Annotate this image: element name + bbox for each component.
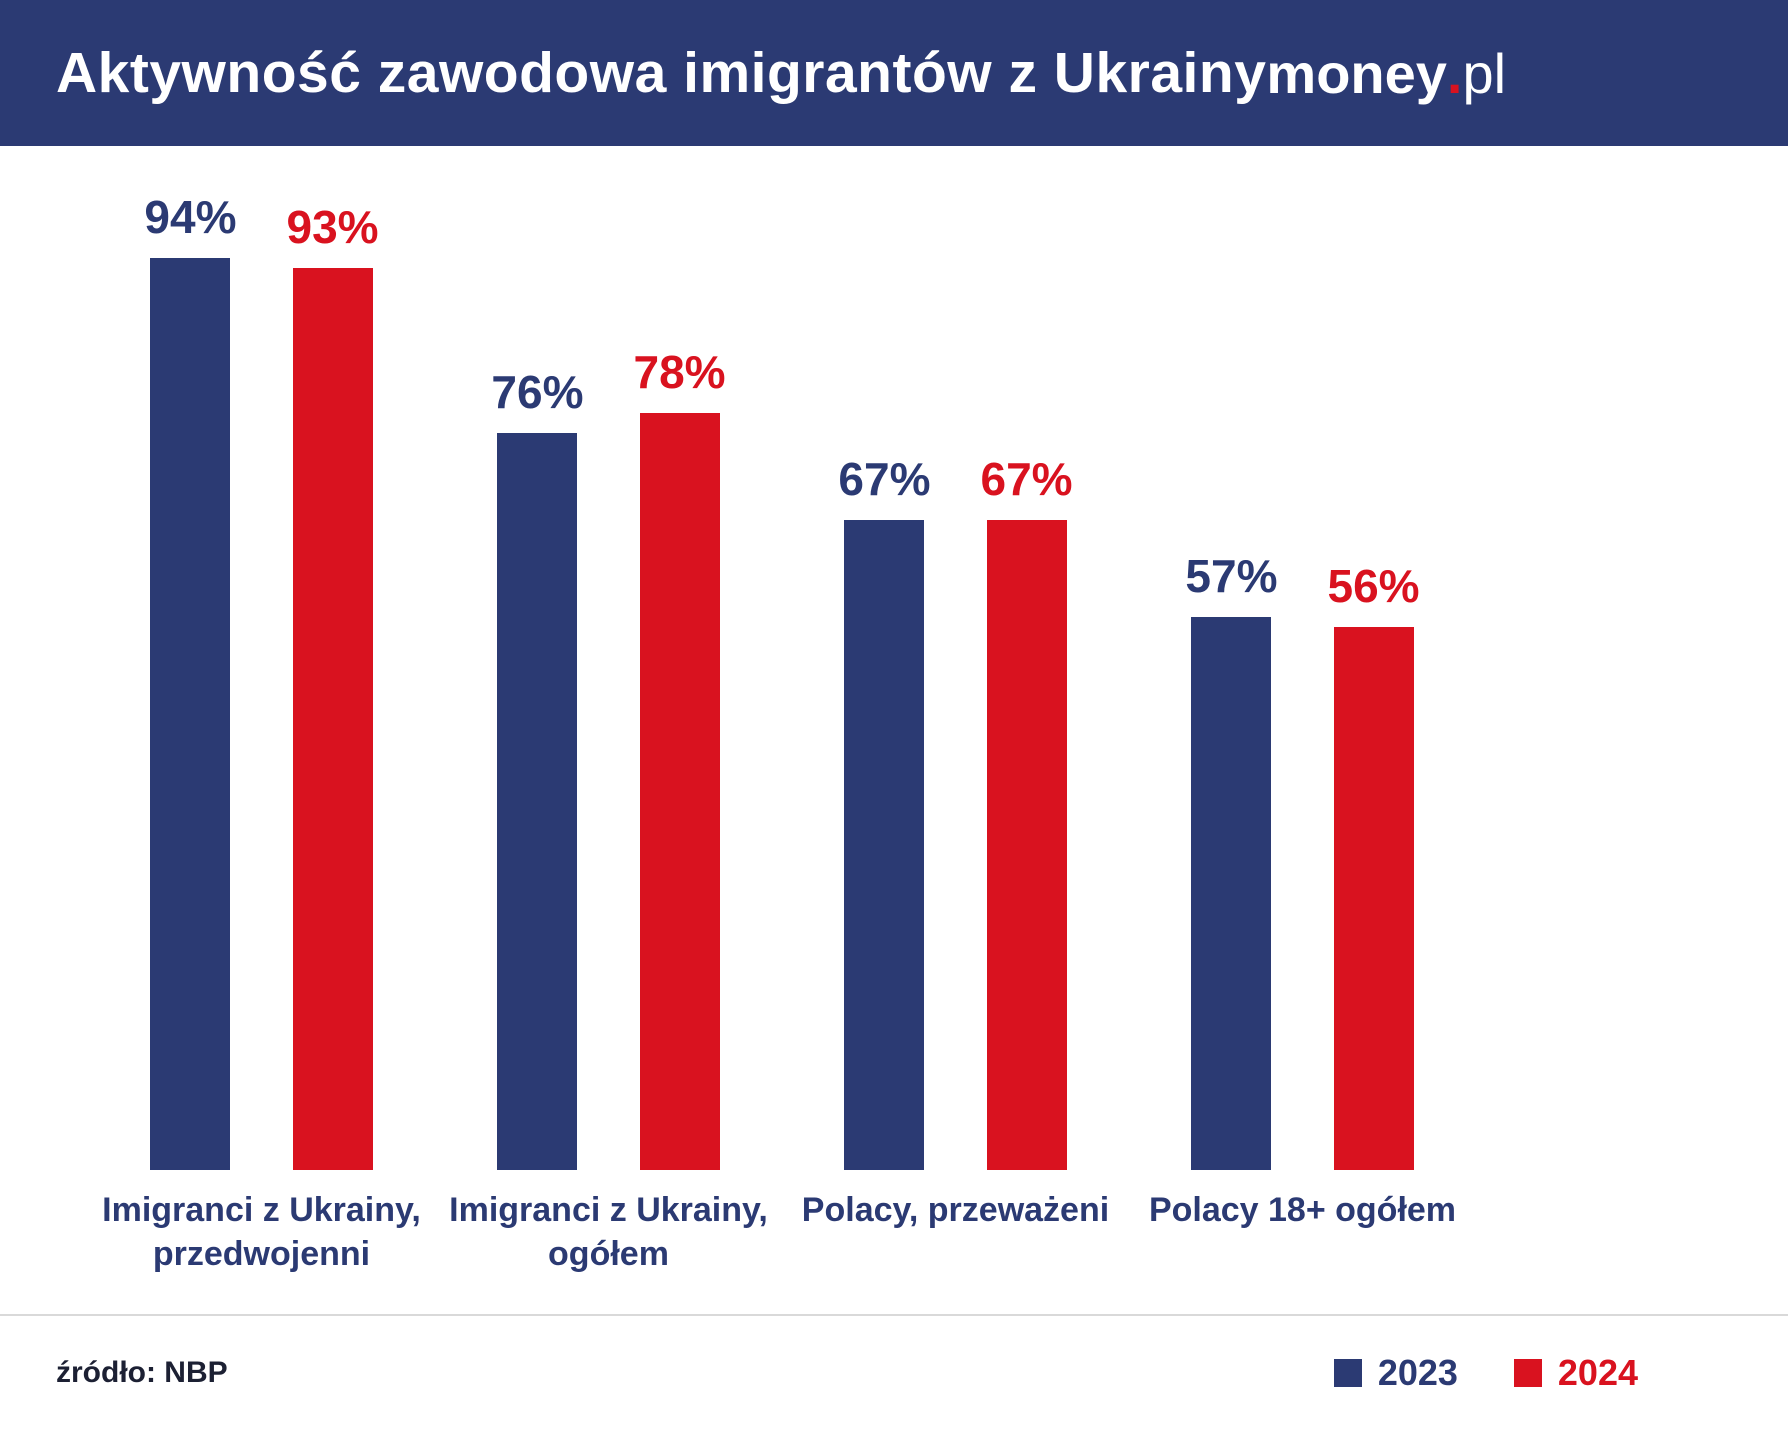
legend-swatch <box>1513 1359 1542 1387</box>
bar-pair: 67% 67% <box>838 146 1073 1170</box>
category-label: Polacy, przeważeni <box>801 1191 1110 1229</box>
bar-2023 <box>844 520 925 1170</box>
bar-value-label: 67% <box>980 453 1073 506</box>
bar-column: 67% <box>981 452 1073 1170</box>
legend-item-2023: 2023 <box>1333 1352 1458 1394</box>
bar-column: 76% <box>491 365 584 1170</box>
page-title: Aktywność zawodowa imigrantów z Ukrainy <box>56 41 1267 105</box>
category-label: Imigranci z Ukrainy, przedwojenni <box>102 1191 421 1274</box>
footer-bar: źródło: NBP 2023 2024 <box>0 1314 1788 1440</box>
bar-group: 76% 78% Imigranci z Ukrainy, ogółem <box>435 146 782 1280</box>
bar-value-label: 78% <box>633 346 726 399</box>
bar-2024 <box>986 520 1067 1170</box>
bar-2023 <box>150 258 231 1170</box>
bar-column: 78% <box>634 345 726 1170</box>
bar-2023 <box>497 432 578 1170</box>
bar-value-label: 56% <box>1327 559 1420 612</box>
bar-pair: 57% 56% <box>1185 146 1420 1170</box>
bar-group: 94% 93% Imigranci z Ukrainy, przedwojenni <box>88 146 435 1280</box>
bar-value-label: 94% <box>144 191 237 244</box>
moneypl-logo: money. pl <box>1266 41 1506 106</box>
logo-money-text: money <box>1266 41 1447 105</box>
bar-value-label: 57% <box>1185 550 1278 603</box>
bar-column: 56% <box>1328 559 1420 1170</box>
bar-column: 57% <box>1185 549 1278 1170</box>
bar-value-label: 67% <box>838 453 931 506</box>
legend: 2023 2024 <box>1333 1352 1638 1394</box>
legend-label: 2023 <box>1377 1352 1458 1393</box>
category-label: Imigranci z Ukrainy, ogółem <box>449 1191 768 1274</box>
bar-column: 93% <box>287 200 379 1170</box>
bar-2023 <box>1191 617 1272 1170</box>
bar-2024 <box>292 267 373 1170</box>
legend-label: 2024 <box>1557 1352 1638 1393</box>
bar-value-label: 76% <box>491 365 584 418</box>
logo-pl-text: pl <box>1462 41 1507 105</box>
bar-pair: 76% 78% <box>491 146 726 1170</box>
bar-2024 <box>1333 626 1414 1170</box>
header-bar: Aktywność zawodowa imigrantów z Ukrainy … <box>0 0 1788 146</box>
bar-2024 <box>639 413 720 1170</box>
legend-item-2024: 2024 <box>1513 1352 1638 1394</box>
bar-column: 94% <box>144 190 237 1170</box>
bar-value-label: 93% <box>286 200 379 253</box>
bar-group: 67% 67% Polacy, przeważeni <box>782 146 1129 1280</box>
bar-pair: 94% 93% <box>144 146 379 1170</box>
bar-chart-groups: 94% 93% Imigranci z Ukrainy, przedwojenni 76… <box>88 146 1478 1280</box>
bar-column: 67% <box>838 452 931 1170</box>
bar-chart: 94% 93% Imigranci z Ukrainy, przedwojenni 76… <box>0 146 1788 1314</box>
source-label: źródło: NBP <box>56 1356 228 1389</box>
logo-dot: . <box>1446 41 1463 105</box>
category-label: Polacy 18+ ogółem <box>1148 1191 1457 1229</box>
legend-swatch <box>1333 1359 1362 1387</box>
bar-group: 57% 56% Polacy 18+ ogółem <box>1129 146 1476 1280</box>
